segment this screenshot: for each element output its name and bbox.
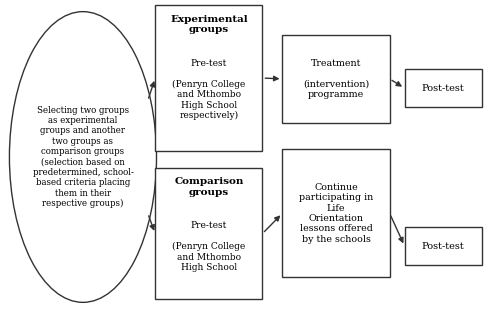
Text: Post-test: Post-test (422, 84, 465, 93)
FancyBboxPatch shape (404, 227, 482, 265)
FancyBboxPatch shape (156, 5, 262, 151)
FancyBboxPatch shape (156, 168, 262, 299)
Text: Post-test: Post-test (422, 241, 465, 251)
Text: Pre-test

(Penryn College
and Mthombo
High School
respectively): Pre-test (Penryn College and Mthombo Hig… (172, 59, 246, 120)
Text: Treatment

(intervention)
programme: Treatment (intervention) programme (303, 59, 369, 99)
Text: Continue
participating in
Life
Orientation
lessons offered
by the schools: Continue participating in Life Orientati… (299, 183, 373, 244)
FancyBboxPatch shape (282, 149, 390, 277)
Text: Selecting two groups
as experimental
groups and another
two groups as
comparison: Selecting two groups as experimental gro… (32, 106, 134, 208)
Text: Experimental
groups: Experimental groups (170, 15, 248, 34)
Ellipse shape (10, 12, 156, 302)
Text: Comparison
groups: Comparison groups (174, 177, 244, 197)
FancyBboxPatch shape (282, 35, 390, 122)
FancyBboxPatch shape (404, 69, 482, 107)
Text: Pre-test

(Penryn College
and Mthombo
High School: Pre-test (Penryn College and Mthombo Hig… (172, 221, 246, 272)
